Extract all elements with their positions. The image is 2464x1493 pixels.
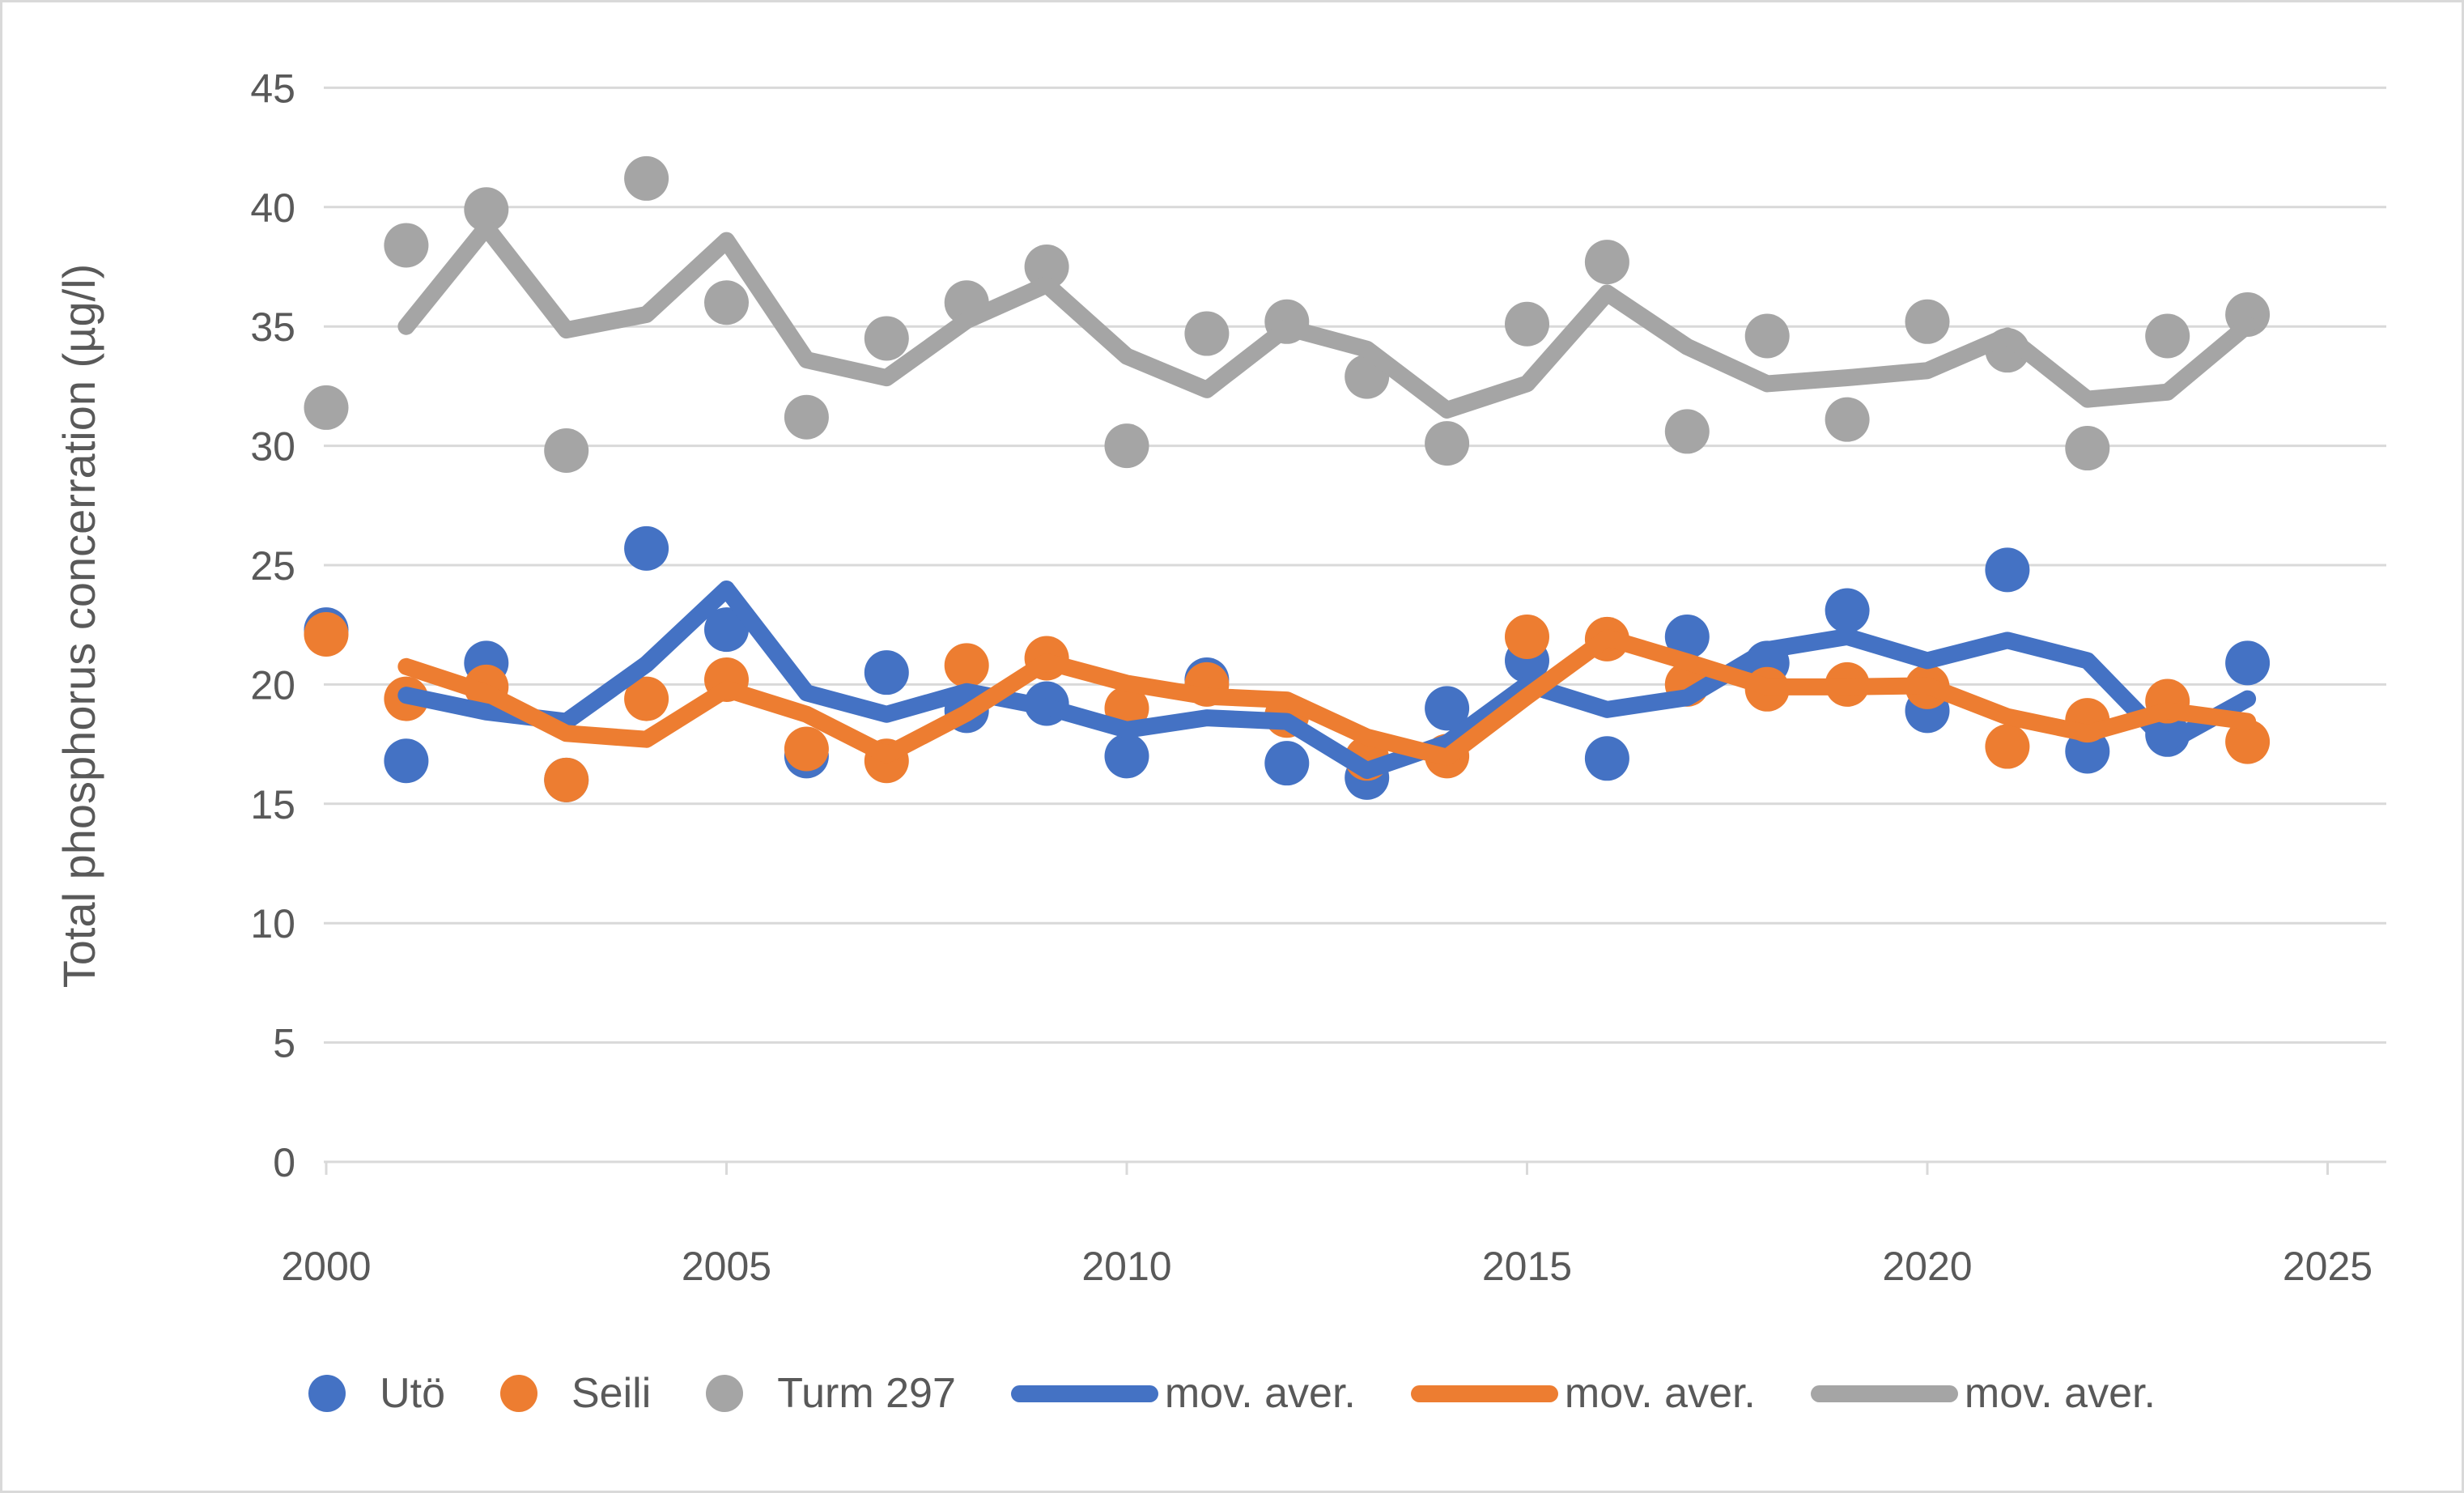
data-point [2065, 729, 2110, 774]
trend-line-uto [397, 580, 2257, 780]
x-tick-label: 2020 [1882, 1244, 1972, 1289]
data-point [1664, 614, 1710, 659]
data-point [704, 280, 749, 325]
series-points-uto [304, 525, 2271, 802]
data-point [784, 726, 829, 772]
data-point [1104, 423, 1149, 469]
data-point [1584, 240, 1629, 285]
legend-item-movaver-seili: mov. aver. [1410, 1369, 1756, 1418]
seili-dot-icon [500, 1375, 537, 1412]
y-tick-label: 40 [250, 185, 295, 231]
data-point [1024, 245, 1069, 289]
y-tick-label: 20 [250, 662, 295, 708]
data-point [304, 385, 349, 430]
data-point [2225, 719, 2271, 764]
legend-item-seili: Seili [500, 1369, 651, 1418]
data-point [384, 738, 429, 784]
data-point [1505, 301, 1549, 347]
data-point [304, 611, 349, 657]
data-point [864, 316, 909, 361]
data-point [1744, 313, 1790, 359]
data-point [544, 427, 589, 473]
data-point [624, 155, 669, 201]
x-tick-label: 2025 [2283, 1244, 2373, 1289]
data-point [384, 223, 429, 268]
data-point [944, 643, 989, 688]
turm297-dot-icon [706, 1375, 744, 1412]
data-point [704, 607, 749, 653]
data-point [544, 757, 589, 802]
y-tick-label: 35 [250, 304, 295, 350]
x-tick-label: 2010 [1081, 1244, 1171, 1289]
legend-item-turm297: Turm 297 [706, 1369, 956, 1418]
x-tick-label: 2015 [1482, 1244, 1572, 1289]
x-tick-label: 2000 [281, 1244, 371, 1289]
y-tick-label: 30 [250, 424, 295, 470]
data-point [1104, 734, 1149, 779]
legend-label-uto: Utö [380, 1370, 445, 1417]
data-point [1425, 686, 1470, 731]
trend-line-seili [397, 629, 2257, 766]
data-point [1825, 397, 1870, 442]
y-tick-label: 5 [273, 1021, 295, 1066]
data-point [1184, 311, 1230, 356]
data-point [1664, 409, 1710, 454]
y-tick-label: 45 [250, 66, 295, 111]
data-point [1985, 724, 2030, 769]
legend-item-movaver-uto: mov. aver. [1010, 1369, 1356, 1418]
legend-label-seili: Seili [571, 1370, 652, 1417]
data-point [1985, 547, 2030, 593]
data-point [624, 525, 669, 571]
data-point [464, 187, 509, 232]
legend-label-movaver-seili: mov. aver. [1564, 1370, 1756, 1417]
data-point [784, 394, 829, 440]
data-point [2225, 640, 2271, 686]
series-points-turm297 [304, 155, 2271, 473]
y-tick-label: 0 [273, 1140, 295, 1185]
legend-item-uto: Utö [308, 1369, 445, 1418]
legend-label-movaver-uto: mov. aver. [1164, 1370, 1356, 1417]
y-tick-label: 15 [250, 782, 295, 827]
data-point [1905, 299, 1950, 344]
data-point [624, 676, 669, 721]
data-point [1425, 421, 1470, 466]
legend-label-movaver-turm297: mov. aver. [1964, 1370, 2156, 1417]
x-tick-label: 2005 [682, 1244, 771, 1289]
legend: Utö Seili Turm 297 mov. aver. mov. aver.… [2, 1369, 2462, 1418]
movaver-uto-line-icon [1010, 1385, 1158, 1402]
movaver-seili-line-icon [1410, 1385, 1558, 1402]
y-tick-label: 25 [250, 543, 295, 589]
legend-item-movaver-turm297: mov. aver. [1810, 1369, 2156, 1418]
legend-label-turm297: Turm 297 [777, 1370, 956, 1417]
y-tick-label: 10 [250, 901, 295, 946]
movaver-turm297-line-icon [1810, 1385, 1958, 1402]
data-point [2145, 313, 2190, 359]
data-point [864, 650, 909, 695]
uto-dot-icon [308, 1375, 346, 1412]
data-point [1825, 588, 1870, 633]
data-point [1505, 614, 1549, 659]
data-point [1264, 741, 1310, 786]
trend-line-turm297 [397, 219, 2257, 419]
data-point [2065, 426, 2110, 471]
data-point [1584, 736, 1629, 781]
